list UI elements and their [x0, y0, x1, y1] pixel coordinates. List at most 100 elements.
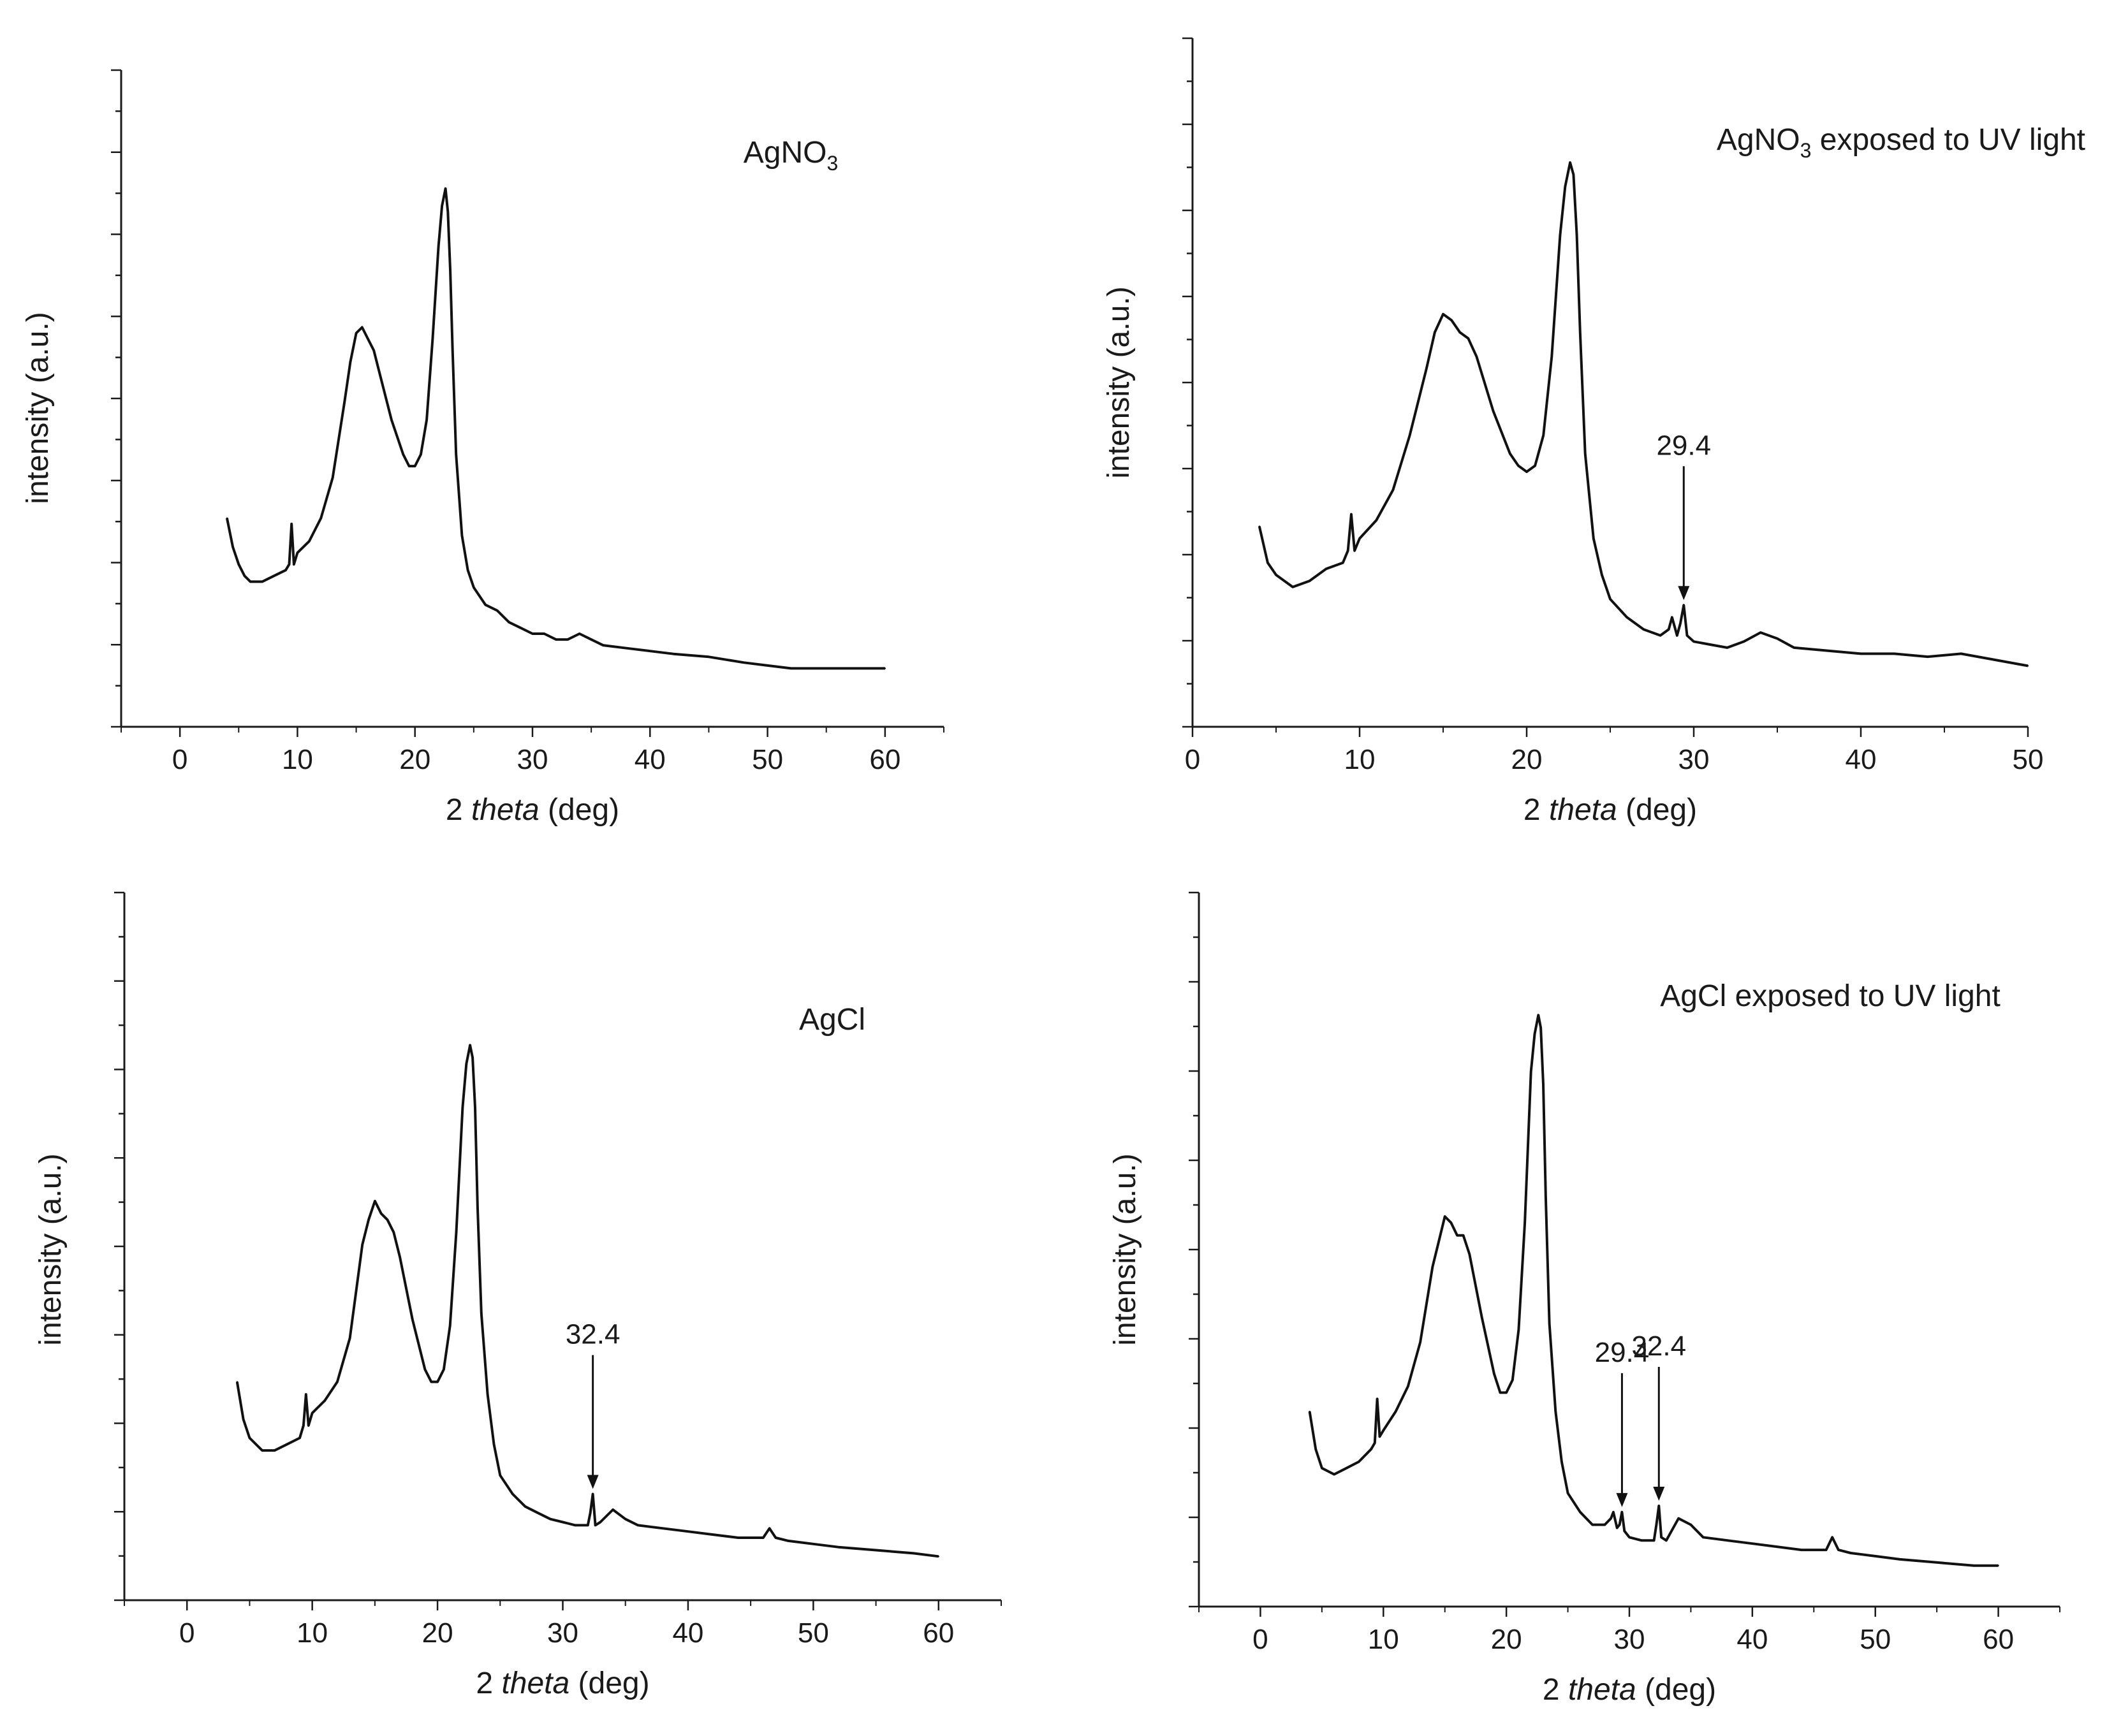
data-point: [1759, 631, 1761, 634]
data-point: [1849, 1552, 1852, 1554]
data-point: [1659, 634, 1661, 636]
data-point: [1509, 453, 1511, 455]
panel-title-main: AgCl exposed to UV light: [1660, 979, 2001, 1013]
data-point: [420, 453, 422, 456]
x-tick-label: 50: [752, 744, 783, 775]
data-point: [1837, 1549, 1840, 1551]
data-point: [549, 1518, 552, 1520]
x-axis-label-space: [493, 1667, 501, 1700]
data-point: [441, 205, 443, 207]
data-point: [455, 1231, 457, 1234]
x-tick-label: 10: [297, 1617, 328, 1649]
data-point: [485, 604, 487, 606]
x-tick-label: 10: [1368, 1624, 1399, 1655]
data-point: [336, 1381, 339, 1383]
data-point: [508, 621, 510, 624]
x-tick-label: 30: [1678, 744, 1710, 775]
data-point: [1564, 186, 1566, 188]
data-point: [1567, 1492, 1569, 1494]
data-point: [1604, 1524, 1606, 1526]
data-point: [408, 465, 410, 467]
data-point: [1525, 470, 1528, 473]
data-point: [362, 1244, 363, 1246]
data-point: [1710, 643, 1712, 646]
data-point: [1832, 1536, 1833, 1538]
data-point: [768, 1528, 770, 1529]
annotation-arrow-head: [1678, 586, 1690, 601]
data-point: [602, 644, 604, 646]
data-point: [1543, 434, 1545, 437]
data-point: [462, 1107, 464, 1109]
x-axis-label-space: [1560, 1673, 1568, 1707]
data-point: [1626, 616, 1628, 618]
data-point: [1548, 1322, 1550, 1324]
data-point: [430, 1381, 432, 1383]
x-tick-label: 20: [1491, 1624, 1522, 1655]
data-point: [1442, 313, 1444, 315]
data-point: [1476, 356, 1478, 358]
data-point: [487, 1393, 488, 1396]
data-point: [1927, 655, 1928, 658]
data-point: [787, 1540, 789, 1542]
data-point: [537, 1512, 539, 1514]
x-tick-label: 20: [399, 744, 430, 775]
data-point: [455, 453, 457, 456]
panel-title-main: AgCl: [799, 1003, 865, 1037]
x-tick-label: 50: [2013, 744, 2044, 775]
data-point: [1993, 659, 1995, 661]
data-point: [449, 1325, 451, 1327]
y-axis-label: intensity (a.u.): [1108, 1153, 1142, 1345]
data-point: [496, 609, 498, 611]
data-point: [1376, 519, 1377, 522]
peak-annotation-label: 32.4: [566, 1319, 620, 1350]
data-point: [1893, 653, 1895, 655]
data-point: [574, 1524, 576, 1526]
data-point: [1523, 1222, 1526, 1224]
data-point: [1676, 634, 1678, 636]
data-point: [762, 1536, 765, 1539]
data-point: [307, 1424, 309, 1427]
data-point: [767, 664, 768, 667]
data-point: [236, 1381, 238, 1383]
data-point: [1660, 1536, 1663, 1538]
data-point: [589, 1512, 591, 1514]
panel-2: 0 10 20 30 40 50 2 theta (deg) intensity (a.u.)…: [1102, 37, 2085, 827]
x-tick-label: 40: [1846, 744, 1877, 775]
data-point: [361, 326, 363, 328]
x-tick-label: 60: [869, 744, 900, 775]
data-point: [444, 187, 446, 189]
data-point: [386, 1219, 388, 1221]
x-axis-label-space: [569, 1667, 578, 1700]
data-point: [649, 650, 651, 652]
data-point: [1309, 580, 1310, 582]
data-point: [837, 1546, 839, 1548]
data-point: [1379, 1436, 1381, 1438]
data-point: [1481, 1316, 1483, 1318]
data-point: [273, 575, 275, 577]
data-point: [1258, 525, 1261, 527]
data-point: [467, 569, 469, 571]
data-point: [1686, 634, 1688, 636]
data-point: [432, 338, 434, 340]
data-point: [1309, 1410, 1310, 1413]
data-point: [520, 627, 522, 629]
x-tick-label: 40: [1736, 1624, 1768, 1655]
x-axis-label-space: [1541, 793, 1549, 827]
data-point: [373, 349, 375, 351]
data-point: [1653, 1540, 1655, 1542]
panel-3: 0 10 20 30 40 50 60 2 theta (deg) intensity (a.u…: [34, 891, 1002, 1700]
data-point: [1826, 650, 1828, 652]
data-point: [1347, 550, 1349, 551]
data-point: [860, 667, 863, 669]
x-tick-label: 40: [635, 744, 666, 775]
data-point: [1658, 1505, 1660, 1507]
data-point: [543, 632, 545, 635]
data-point: [1601, 574, 1603, 576]
data-point: [1683, 604, 1685, 606]
data-point: [447, 210, 449, 213]
data-point: [443, 1368, 445, 1371]
y-axis-label: intensity (a.u.): [21, 312, 55, 504]
data-point: [1456, 1234, 1458, 1236]
data-point: [1551, 356, 1553, 358]
data-point: [1518, 1329, 1520, 1331]
